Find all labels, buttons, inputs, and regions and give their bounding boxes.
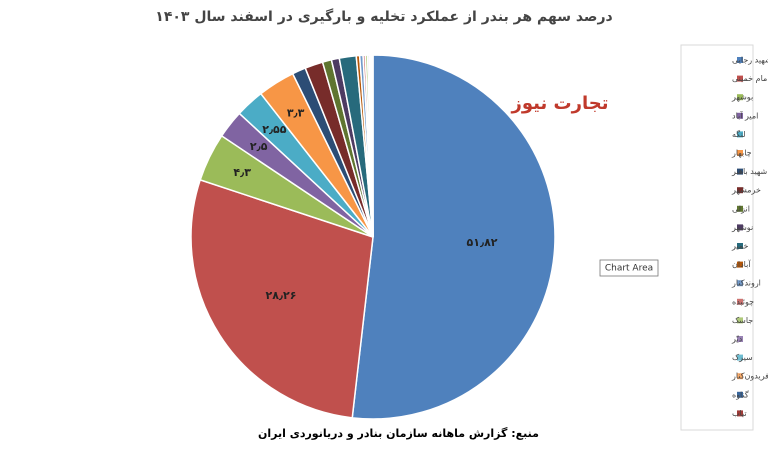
data-label: ۲٫۵۵ <box>262 123 287 136</box>
legend-swatch <box>737 243 743 249</box>
legend-swatch <box>737 336 743 342</box>
legend-swatch <box>737 168 743 175</box>
source: منبع: گزارش ماهانه سازمان بنادر و دریانو… <box>258 427 539 440</box>
pie-slice <box>351 54 556 420</box>
legend-label: چوئبده <box>732 297 754 306</box>
pie-slice <box>371 54 374 238</box>
legend-label: خمیر <box>731 242 748 251</box>
legend-swatch <box>737 205 743 212</box>
data-label: ۳٫۳ <box>287 107 305 120</box>
legend-label: امام خمینی <box>732 74 768 83</box>
data-label: ۲٫۵ <box>250 140 268 153</box>
legend-label: خرمشهر <box>731 186 761 195</box>
tooltip-box <box>599 259 659 277</box>
legend-swatch <box>737 75 743 82</box>
legend-swatch <box>737 410 743 417</box>
legend-label: امیر آباد <box>732 110 758 120</box>
legend-label: بوشهر <box>731 93 753 102</box>
pie-slice <box>190 178 374 419</box>
logo: تجارت نیوز <box>511 93 609 114</box>
legend-label: تیاب <box>732 409 747 418</box>
data-label: ۴٫۳ <box>233 166 251 179</box>
legend-swatch <box>737 261 743 268</box>
tooltip: Chart Area <box>605 264 653 274</box>
legend-swatch <box>737 112 743 119</box>
legend-swatch <box>737 150 743 156</box>
legend-label: لنگه <box>732 129 746 139</box>
legend-label: انزلی <box>732 204 750 213</box>
legend-swatch <box>737 57 743 63</box>
legend-label: نوشهر <box>731 223 753 232</box>
legend-label: شهید باهنر <box>731 167 768 176</box>
legend-label: سیرک <box>732 353 753 362</box>
legend-swatch <box>737 391 743 398</box>
legend-swatch <box>737 94 743 101</box>
legend-swatch <box>737 298 743 305</box>
legend-label: جاسک <box>732 316 753 325</box>
legend-swatch <box>737 317 743 324</box>
legend-label: اروندکنار <box>731 279 761 288</box>
legend-label: شهید رجایی <box>732 56 768 65</box>
legend-label: چابهار <box>731 149 752 158</box>
legend-label: گناوه <box>732 389 749 399</box>
legend-swatch <box>737 131 743 138</box>
legend-label: دیّر <box>731 335 743 344</box>
legend-swatch <box>737 373 743 380</box>
legend-label: آبادان <box>732 259 751 269</box>
data-label: ۵۱٫۸۲ <box>467 236 498 249</box>
data-label: ۲۸٫۲۶ <box>265 289 296 302</box>
chart-title: درصد سهم هر بندر از عملکرد تخلیه و بارگی… <box>155 8 612 25</box>
legend-swatch <box>737 187 743 194</box>
legend-swatch <box>737 354 743 361</box>
legend-swatch <box>737 280 743 287</box>
legend-swatch <box>737 224 743 231</box>
legend-box <box>680 44 754 431</box>
legend-label: فریدون‌کنار <box>731 372 768 381</box>
